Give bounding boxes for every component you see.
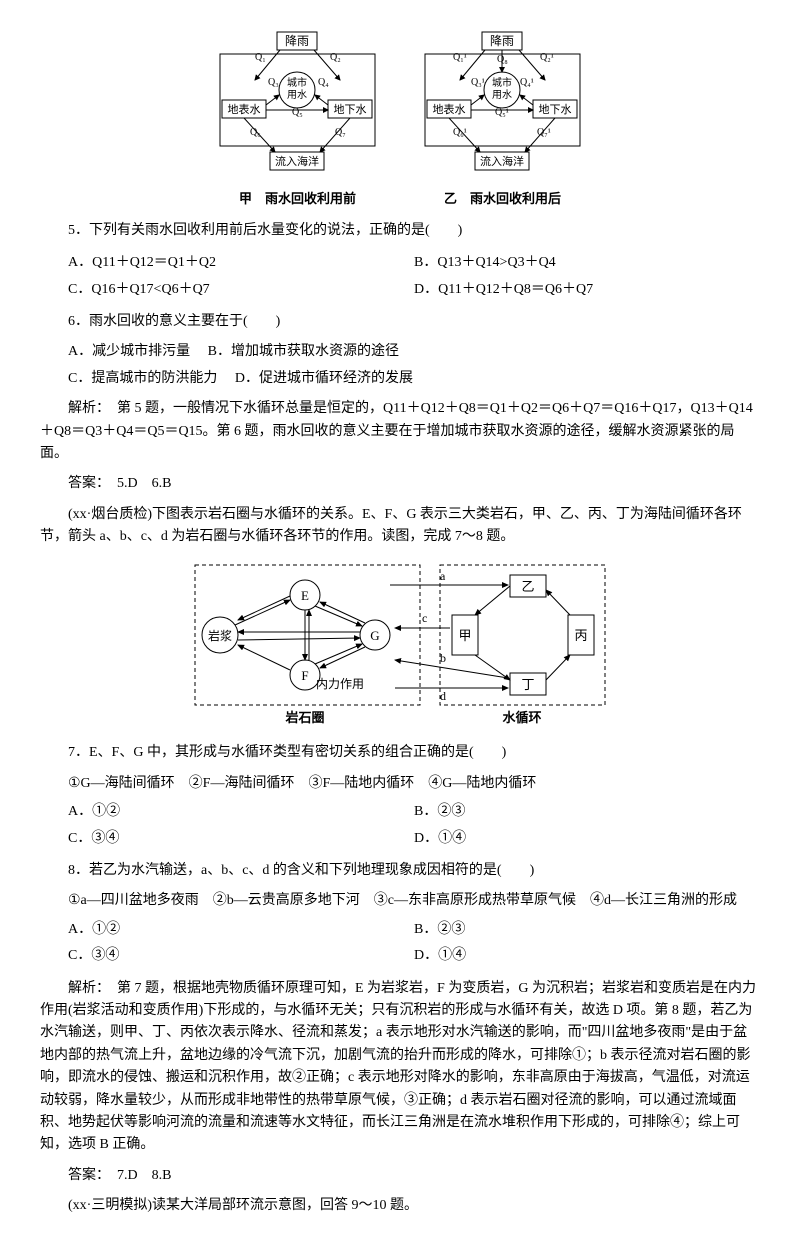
- context-9-10: (xx·三明模拟)读某大洋局部环流示意图，回答 9～10 题。: [40, 1195, 760, 1217]
- q8-stem: 8．若乙为水汽输送，a、b、c、d 的含义和下列地理现象成因相符的是( ): [40, 860, 760, 882]
- svg-text:Q₃: Q₃: [268, 77, 279, 88]
- svg-text:城市: 城市: [287, 76, 307, 89]
- q6-optD: D．促进城市循环经济的发展: [235, 369, 413, 388]
- explanation-5-6: 解析： 第 5 题，一般情况下水循环总量是恒定的，Q11＋Q12＋Q8＝Q1＋Q…: [40, 398, 760, 465]
- svg-text:G: G: [370, 628, 379, 643]
- q7-optC: C．③④: [68, 826, 414, 852]
- context-7-8: (xx·烟台质检)下图表示岩石圈与水循环的关系。E、F、G 表示三大类岩石，甲、…: [40, 504, 760, 549]
- svg-text:流入海洋: 流入海洋: [275, 154, 319, 168]
- diagram-before: 降雨 Q₁ Q₂ 城市 用水 Q₃ Q₄ 地表水 地下水 Q₅ Q₆ Q₇ 流入…: [210, 30, 385, 210]
- q5-optD: D．Q11＋Q12＋Q8＝Q6＋Q7: [414, 277, 760, 303]
- svg-text:用水: 用水: [492, 89, 512, 101]
- svg-text:Q₄: Q₄: [318, 77, 329, 88]
- svg-text:乙: 乙: [521, 579, 534, 594]
- q8-optB: B．②③: [414, 917, 760, 943]
- rock-water-cycle-diagram: 岩石圈 水循环 岩浆 E F G 内力作用 甲 乙 丙 丁: [40, 560, 760, 730]
- svg-text:Q₆: Q₆: [250, 127, 261, 138]
- svg-text:地表水: 地表水: [228, 102, 261, 116]
- svg-text:E: E: [301, 588, 309, 603]
- svg-text:岩浆: 岩浆: [208, 628, 232, 643]
- q7-optD: D．①④: [414, 826, 760, 852]
- q8-subs: ①a—四川盆地多夜雨 ②b—云贵高原多地下河 ③c—东非高原形成热带草原气候 ④…: [68, 890, 760, 912]
- diagram-after: 降雨 Q₁¹ Q₈ Q₂¹ 城市 用水 Q₃¹ Q₄¹ 地表水 地下水 Q₅¹ …: [415, 30, 590, 210]
- svg-text:城市: 城市: [492, 76, 512, 89]
- svg-text:丁: 丁: [521, 677, 534, 692]
- caption-before: 甲 雨水回收利用前: [210, 189, 385, 210]
- q7-stem: 7．E、F、G 中，其形成与水循环类型有密切关系的组合正确的是( ): [40, 742, 760, 764]
- explanation-7-8: 解析： 第 7 题，根据地壳物质循环原理可知，E 为岩浆岩，F 为变质岩，G 为…: [40, 978, 760, 1157]
- q7-optA: A．①②: [68, 799, 414, 825]
- svg-text:地下水: 地下水: [539, 103, 572, 116]
- svg-text:b: b: [440, 651, 446, 665]
- svg-text:岩石圈: 岩石圈: [284, 710, 324, 725]
- q8-optA: A．①②: [68, 917, 414, 943]
- answer-7-8: 答案： 7.D 8.B: [40, 1165, 760, 1187]
- q5-stem: 5．下列有关雨水回收利用前后水量变化的说法，正确的是( ): [40, 220, 760, 242]
- q6-optC: C．提高城市的防洪能力: [68, 369, 217, 388]
- q6-optA: A．减少城市排污量: [68, 342, 190, 361]
- svg-text:a: a: [440, 569, 446, 583]
- q6-stem: 6．雨水回收的意义主要在于( ): [40, 311, 760, 333]
- q5-optA: A．Q11＋Q12＝Q1＋Q2: [68, 250, 414, 276]
- svg-text:地表水: 地表水: [433, 102, 466, 116]
- svg-text:地下水: 地下水: [334, 103, 367, 116]
- svg-text:流入海洋: 流入海洋: [480, 154, 524, 168]
- svg-text:降雨: 降雨: [285, 34, 309, 48]
- svg-text:降雨: 降雨: [490, 34, 514, 48]
- q7-subs: ①G—海陆间循环 ②F—海陆间循环 ③F—陆地内循环 ④G—陆地内循环: [68, 773, 760, 795]
- svg-text:Q₅: Q₅: [292, 107, 303, 118]
- svg-text:c: c: [422, 611, 427, 625]
- q8-optD: D．①④: [414, 943, 760, 969]
- water-cycle-diagrams: 降雨 Q₁ Q₂ 城市 用水 Q₃ Q₄ 地表水 地下水 Q₅ Q₆ Q₇ 流入…: [40, 30, 760, 210]
- svg-text:内力作用: 内力作用: [316, 677, 364, 691]
- q6-optB: B．增加城市获取水资源的途径: [208, 342, 399, 361]
- q8-optC: C．③④: [68, 943, 414, 969]
- svg-text:d: d: [440, 689, 446, 703]
- svg-text:水循环: 水循环: [502, 710, 541, 725]
- q5-optB: B．Q13＋Q14>Q3＋Q4: [414, 250, 760, 276]
- svg-text:甲: 甲: [458, 628, 471, 643]
- answer-5-6: 答案： 5.D 6.B: [40, 473, 760, 495]
- svg-text:Q₈: Q₈: [497, 54, 508, 65]
- svg-text:Q₃¹: Q₃¹: [471, 77, 485, 88]
- svg-text:Q₄¹: Q₄¹: [520, 77, 534, 88]
- caption-after: 乙 雨水回收利用后: [415, 189, 590, 210]
- svg-text:Q₅¹: Q₅¹: [495, 107, 509, 118]
- q7-optB: B．②③: [414, 799, 760, 825]
- svg-text:用水: 用水: [287, 89, 307, 101]
- svg-text:F: F: [301, 668, 308, 683]
- q5-optC: C．Q16＋Q17<Q6＋Q7: [68, 277, 414, 303]
- svg-text:丙: 丙: [574, 628, 587, 643]
- svg-text:Q₆¹: Q₆¹: [453, 127, 467, 138]
